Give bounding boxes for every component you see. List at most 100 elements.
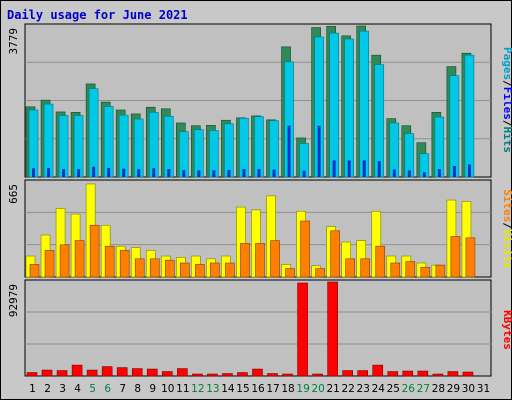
bar-pages [242,169,246,177]
bar-pages [422,172,426,177]
bar-kbytes [71,364,83,377]
bar-files [464,54,475,178]
bar-kbytes [417,370,429,377]
bar-sites [435,264,446,278]
legend-entry: / [501,222,512,229]
bar-files [449,75,460,178]
x-tick-label: 5 [89,383,96,395]
bar-files [434,116,445,178]
x-tick-label: 7 [119,383,126,395]
bar-files [58,115,69,178]
bar-pages [152,168,156,177]
x-tick-label: 18 [281,383,294,395]
bar-pages [107,167,111,177]
x-tick-label: 3 [59,383,66,395]
bar-sites [29,264,40,278]
bar-files [179,131,189,178]
bar-kbytes [327,281,338,377]
x-tick-label: 27 [417,383,430,395]
x-tick-label: 24 [372,383,386,395]
bar-files [344,38,354,178]
bar-sites [104,245,115,278]
legend-hits-files-pages: Pages/Files/Hits [501,47,512,153]
bar-sites [164,259,175,278]
bar-pages [452,165,456,177]
bar-sites [255,243,265,278]
bar-pages [137,169,141,177]
bar-kbytes [146,368,158,377]
x-tick-label: 31 [477,383,490,395]
bar-kbytes [402,370,414,377]
x-tick-label: 2 [44,383,51,395]
x-tick-label: 21 [326,383,339,395]
bar-kbytes [387,371,399,377]
bar-sites [195,264,205,278]
bar-sites [285,268,295,278]
bar-kbytes [161,371,173,377]
bar-sites [270,240,280,278]
bar-kbytes [312,373,323,377]
x-tick-label: 14 [221,383,235,395]
ymax-label-kbytes: 92979 [7,284,20,317]
bar-pages [122,168,126,177]
bar-kbytes [267,373,278,377]
x-tick-label: 26 [402,383,416,395]
legend-entry: Visits [501,229,512,269]
bar-sites [330,230,340,278]
bar-files [254,116,264,178]
bar-sites [345,258,355,278]
bar-sites [240,243,250,278]
bar-files [389,122,400,178]
bar-pages [437,169,441,177]
bar-sites [375,245,386,278]
bar-sites [315,268,325,278]
bar-files [118,114,129,178]
bar-pages [332,160,336,177]
bar-pages [167,169,171,177]
x-tick-label: 15 [236,383,249,395]
bar-kbytes [101,366,113,377]
bar-pages [377,161,381,177]
bar-sites [149,258,160,278]
bar-pages [212,170,216,177]
bar-files [269,120,279,178]
bar-kbytes [116,367,128,377]
bar-kbytes [462,371,474,377]
bar-sites [420,266,431,278]
bar-sites [450,236,461,278]
bar-sites [360,258,371,278]
x-tick-label: 29 [447,383,460,395]
bar-files [148,112,159,178]
bar-files [73,115,84,178]
legend-kbytes: KBytes [501,310,512,350]
x-tick-label: 1 [29,383,36,395]
legend-entry: KBytes [501,310,512,350]
bar-pages [467,164,471,177]
bar-files [103,106,114,178]
bar-sites [134,258,145,278]
bar-files [224,123,234,178]
bar-files [239,117,249,178]
bar-files [28,109,39,178]
x-tick-label: 17 [266,383,279,395]
bar-pages [317,125,321,177]
bar-files [163,115,174,178]
bar-kbytes [357,370,369,377]
legend-entry: Files [501,87,512,120]
bar-kbytes [56,370,68,377]
bar-sites [210,262,220,278]
bar-kbytes [372,364,384,377]
x-tick-label: 12 [191,383,204,395]
legend-entry: Sites [501,189,512,222]
bar-files [88,88,99,178]
bar-pages [182,170,186,177]
ymax-label-hits-files-pages: 3779 [7,28,20,55]
bar-files [329,32,339,178]
bar-sites [119,250,130,278]
bar-files [209,130,219,178]
bar-pages [257,169,261,177]
x-tick-label: 23 [357,383,370,395]
x-tick-label: 28 [432,383,445,395]
bar-files [374,64,385,178]
bar-kbytes [26,372,38,377]
